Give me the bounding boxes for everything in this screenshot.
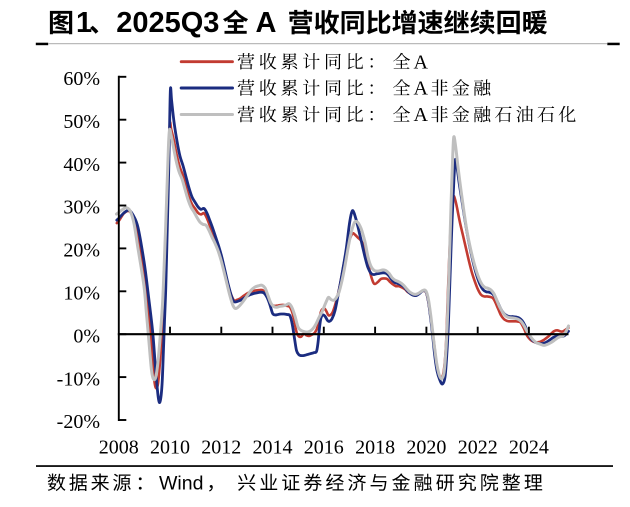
svg-text:40%: 40% xyxy=(63,154,100,176)
svg-text:2014: 2014 xyxy=(253,436,293,458)
svg-text:Wind: Wind xyxy=(159,473,203,495)
svg-text:20%: 20% xyxy=(63,240,100,262)
svg-text:2008: 2008 xyxy=(99,436,139,458)
svg-text:1: 1 xyxy=(76,7,92,39)
svg-text:A: A xyxy=(414,51,429,73)
svg-text:A: A xyxy=(414,78,429,100)
svg-text:A: A xyxy=(414,104,429,126)
svg-text:2024: 2024 xyxy=(509,436,549,458)
svg-text:A: A xyxy=(256,7,277,39)
svg-text:-20%: -20% xyxy=(57,411,100,433)
svg-text:-10%: -10% xyxy=(57,368,100,390)
svg-text:10%: 10% xyxy=(63,283,100,305)
svg-text:50%: 50% xyxy=(63,111,100,133)
svg-text:2010: 2010 xyxy=(150,436,190,458)
svg-text:2020: 2020 xyxy=(406,436,446,458)
svg-text:2016: 2016 xyxy=(304,436,344,458)
svg-text:30%: 30% xyxy=(63,197,100,219)
svg-text:2012: 2012 xyxy=(201,436,241,458)
svg-text:2022: 2022 xyxy=(458,436,498,458)
svg-text:60%: 60% xyxy=(63,68,100,90)
svg-text:0%: 0% xyxy=(73,325,100,347)
svg-text:2025Q3: 2025Q3 xyxy=(116,7,219,39)
svg-text:2018: 2018 xyxy=(355,436,395,458)
